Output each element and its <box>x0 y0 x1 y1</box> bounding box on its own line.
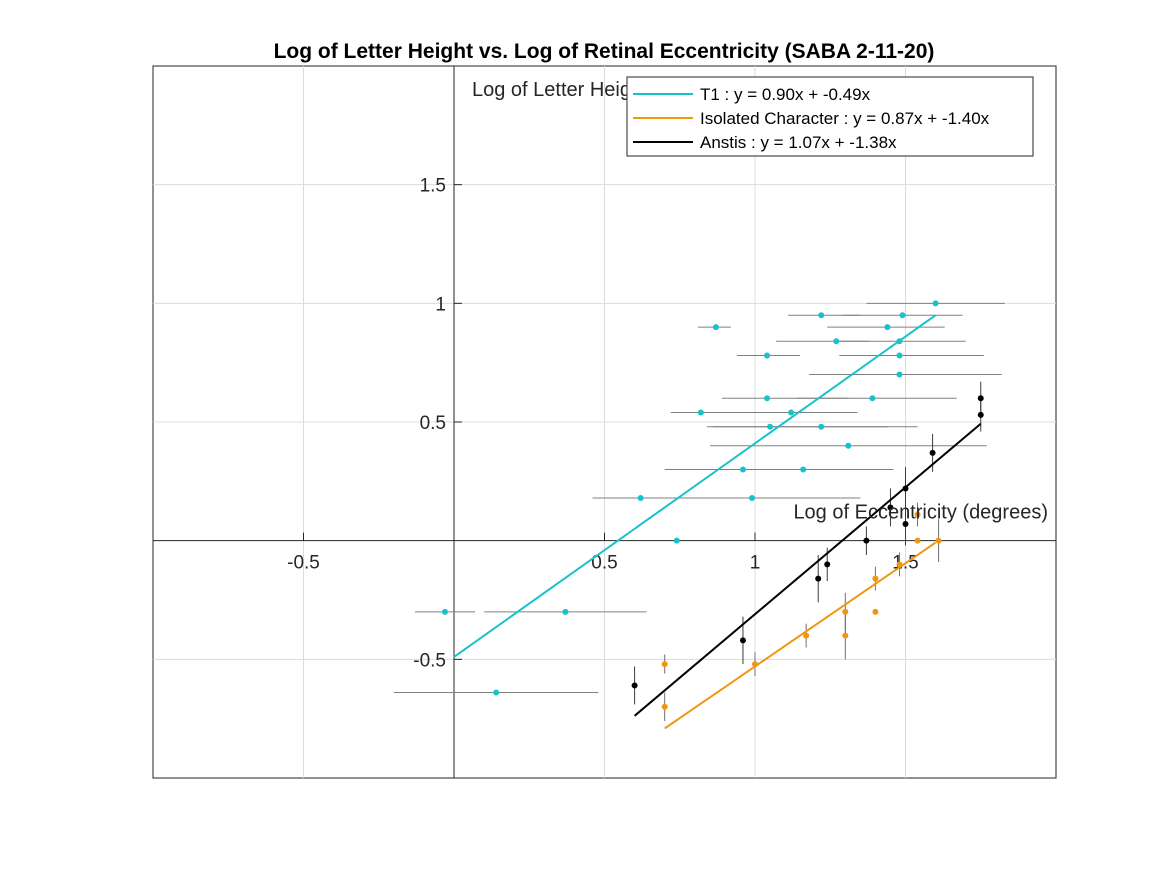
data-point <box>562 608 569 615</box>
chart-title: Log of Letter Height vs. Log of Retinal … <box>274 40 935 63</box>
data-point <box>752 661 758 668</box>
data-point <box>863 537 870 544</box>
legend-label: T1 : y = 0.90x + -0.49x <box>700 85 871 104</box>
x-axis-label: Log of Eccentricity (degrees) <box>793 502 1048 524</box>
fit-lines <box>453 314 982 730</box>
data-point <box>673 537 680 544</box>
y-axis-label: Log of Letter Height <box>472 79 648 101</box>
data-point <box>833 338 840 345</box>
fit-line <box>453 314 937 658</box>
data-point <box>914 511 921 518</box>
data-point <box>932 300 939 307</box>
data-point <box>935 537 942 544</box>
tick-labels: -0.50.511.5-0.50.511.5 <box>287 176 919 672</box>
data-point <box>902 485 909 492</box>
data-point <box>914 537 921 544</box>
data-point <box>824 561 831 568</box>
data-points <box>441 300 984 710</box>
data-point <box>896 561 903 568</box>
data-point <box>869 395 876 402</box>
data-point <box>929 449 936 456</box>
data-point <box>697 409 704 416</box>
data-point <box>845 442 852 449</box>
data-point <box>818 423 825 430</box>
data-point <box>842 632 849 639</box>
data-point <box>977 411 984 418</box>
plot-area: -0.50.511.5-0.50.511.5 Log of Letter Hei… <box>152 65 1057 779</box>
data-point <box>872 608 879 615</box>
data-point <box>712 324 719 331</box>
legend-items: T1 : y = 0.90x + -0.49x Isolated Characte… <box>633 85 990 152</box>
data-point <box>493 689 500 696</box>
data-point <box>896 338 903 345</box>
data-point <box>884 324 891 331</box>
data-point <box>899 312 906 319</box>
fit-line <box>633 423 982 717</box>
data-point <box>767 423 774 430</box>
legend[interactable]: T1 : y = 0.90x + -0.49x Isolated Characte… <box>626 76 1034 157</box>
data-point <box>441 608 448 615</box>
y-tick-label: 0.5 <box>420 413 446 434</box>
data-point <box>803 632 810 639</box>
data-point <box>815 575 822 582</box>
x-tick-label: -0.5 <box>287 553 320 574</box>
data-point <box>661 703 668 710</box>
data-point <box>896 371 903 378</box>
data-point <box>977 395 984 402</box>
legend-label: Anstis : y = 1.07x + -1.38x <box>700 133 897 152</box>
data-point <box>818 312 825 319</box>
y-tick-label: 1 <box>435 294 446 315</box>
x-tick-label: 1 <box>750 553 761 574</box>
data-point <box>788 409 795 416</box>
data-point <box>800 466 807 473</box>
data-point <box>764 395 771 402</box>
x-tick-label: 0.5 <box>591 553 617 574</box>
data-point <box>631 682 638 689</box>
legend-label: Isolated Character : y = 0.87x + -1.40x <box>700 109 990 128</box>
data-point <box>842 608 849 615</box>
data-point <box>661 661 668 668</box>
data-point <box>764 352 771 359</box>
data-point <box>637 494 644 501</box>
y-tick-label: -0.5 <box>413 650 446 671</box>
data-point <box>872 575 879 582</box>
data-point <box>739 466 746 473</box>
data-point <box>896 352 903 359</box>
fit-line <box>664 541 937 730</box>
data-point <box>748 494 755 501</box>
data-point <box>739 637 746 644</box>
data-point <box>887 504 894 511</box>
legend-box <box>626 76 1034 157</box>
data-point <box>902 521 909 528</box>
y-tick-label: 1.5 <box>420 176 446 197</box>
